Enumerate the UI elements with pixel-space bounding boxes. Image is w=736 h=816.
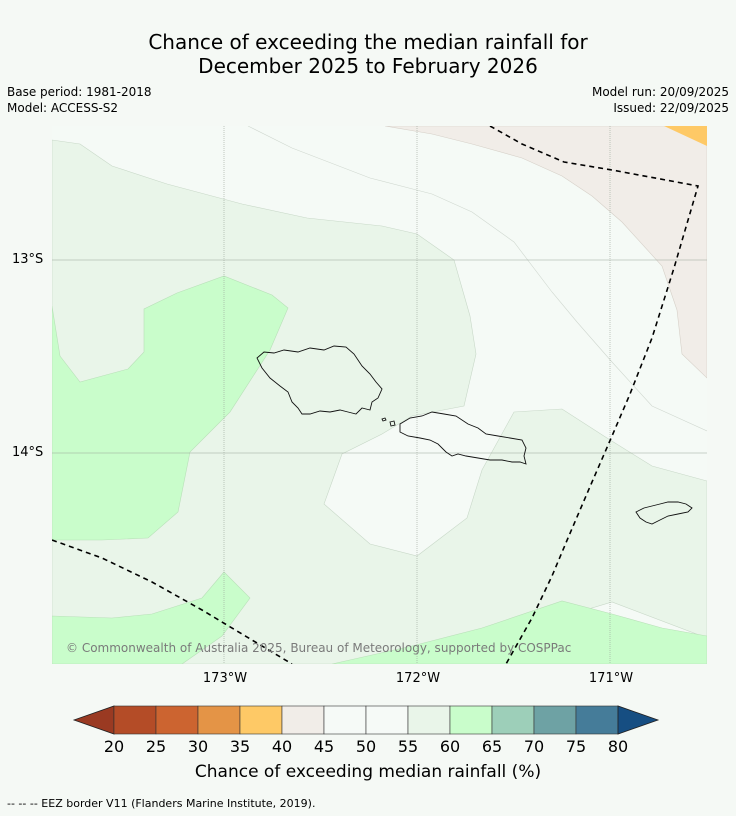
issued-date: Issued: 22/09/2025	[613, 101, 729, 115]
colorbar-segment-30-35	[197, 705, 241, 735]
colorbar-tick-75: 75	[565, 737, 587, 756]
colorbar-segment-60-65	[449, 705, 493, 735]
colorbar-segment-50-55	[365, 705, 409, 735]
colorbar-tick-25: 25	[145, 737, 167, 756]
copyright-notice: © Commonwealth of Australia 2025, Bureau…	[66, 641, 572, 655]
lon-label-171w: 171°W	[588, 671, 634, 686]
island-manono	[389, 420, 396, 427]
colorbar-tick-20: 20	[103, 737, 125, 756]
colorbar-tick-30: 30	[187, 737, 209, 756]
region-40-45	[384, 126, 707, 379]
colorbar	[72, 705, 660, 735]
map-canvas	[52, 126, 707, 664]
colorbar-tick-50: 50	[355, 737, 377, 756]
colorbar-segment-20-25	[113, 705, 157, 735]
rainfall-map: © Commonwealth of Australia 2025, Bureau…	[52, 126, 707, 664]
colorbar-tick-65: 65	[481, 737, 503, 756]
colorbar-tick-80: 80	[607, 737, 629, 756]
eez-footnote: -- -- -- EEZ border V11 (Flanders Marine…	[7, 797, 316, 810]
colorbar-segments	[72, 705, 660, 735]
island-tutuila	[635, 501, 693, 525]
lat-label-13s: 13°S	[12, 252, 44, 267]
island-upolu	[399, 411, 527, 465]
lat-label-14s: 14°S	[12, 445, 44, 460]
model-run: Model run: 20/09/2025	[591, 85, 729, 99]
eez-border	[52, 126, 700, 664]
islands	[256, 345, 693, 525]
region-55-60	[52, 139, 707, 664]
colorbar-segment-75-80	[575, 705, 619, 735]
region-60-65-southeast	[331, 600, 707, 664]
meta-left: Base period: 1981-2018 Model: ACCESS-S2	[7, 84, 152, 116]
island-savaii	[256, 345, 383, 415]
colorbar-arrow-low	[72, 705, 115, 735]
map-title: Chance of exceeding the median rainfall …	[0, 30, 736, 78]
colorbar-segment-55-60	[407, 705, 451, 735]
colorbar-tick-55: 55	[397, 737, 419, 756]
colorbar-arrow-high	[617, 705, 660, 735]
colorbar-tick-35: 35	[229, 737, 251, 756]
lon-label-172w: 172°W	[395, 671, 441, 686]
region-60-65-south	[52, 571, 251, 664]
meta-right: Model run: 20/09/2025 Issued: 22/09/2025	[592, 84, 729, 116]
colorbar-tick-40: 40	[271, 737, 293, 756]
island-apolima	[381, 417, 387, 422]
title-line-2: December 2025 to February 2026	[198, 54, 538, 78]
colorbar-title: Chance of exceeding median rainfall (%)	[194, 762, 542, 782]
model-name: Model: ACCESS-S2	[7, 101, 119, 115]
contour-line	[247, 126, 707, 432]
colorbar-tick-45: 45	[313, 737, 335, 756]
colorbar-segment-70-75	[533, 705, 577, 735]
base-period: Base period: 1981-2018	[7, 85, 152, 99]
graticule	[52, 126, 707, 664]
colorbar-segment-25-30	[155, 705, 199, 735]
colorbar-segment-65-70	[491, 705, 535, 735]
colorbar-segment-35-40	[239, 705, 283, 735]
colorbar-segment-40-45	[281, 705, 325, 735]
colorbar-tick-60: 60	[439, 737, 461, 756]
colorbar-tick-70: 70	[523, 737, 545, 756]
region-35-40	[664, 126, 707, 146]
lon-label-173w: 173°W	[202, 671, 248, 686]
region-60-65-west	[52, 275, 289, 541]
title-line-1: Chance of exceeding the median rainfall …	[148, 30, 588, 54]
colorbar-segment-45-50	[323, 705, 367, 735]
